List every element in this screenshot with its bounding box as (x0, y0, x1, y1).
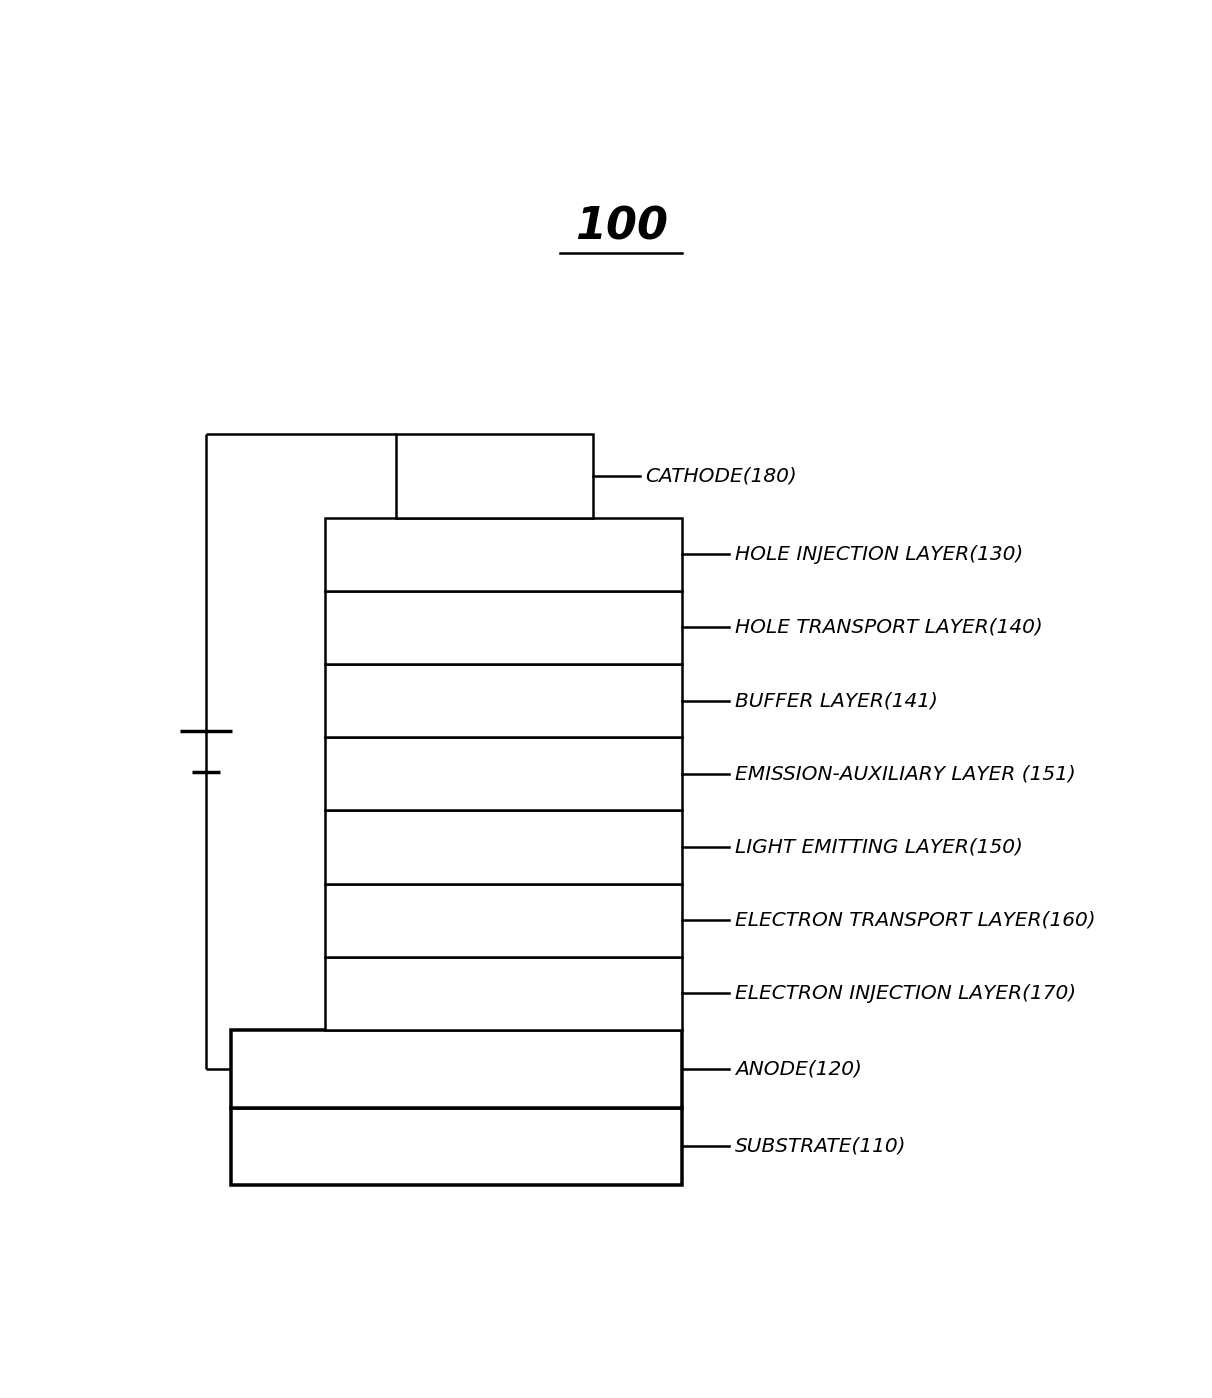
Text: ANODE(120): ANODE(120) (734, 1060, 862, 1078)
Text: 100: 100 (574, 206, 668, 249)
Bar (325, 956, 682, 1030)
Text: HOLE INJECTION LAYER(130): HOLE INJECTION LAYER(130) (734, 545, 1023, 563)
Bar (325, 884, 682, 956)
Bar (325, 811, 682, 884)
Bar (231, 1107, 682, 1186)
Text: SUBSTRATE(110): SUBSTRATE(110) (734, 1137, 907, 1156)
Bar (231, 1030, 682, 1107)
Text: ELECTRON TRANSPORT LAYER(160): ELECTRON TRANSPORT LAYER(160) (734, 910, 1096, 930)
Text: CATHODE(180): CATHODE(180) (646, 466, 797, 485)
Text: EMISSION-AUXILIARY LAYER (151): EMISSION-AUXILIARY LAYER (151) (734, 765, 1075, 783)
Bar (325, 664, 682, 737)
Bar (325, 517, 682, 591)
Bar (395, 433, 593, 517)
Text: HOLE TRANSPORT LAYER(140): HOLE TRANSPORT LAYER(140) (734, 618, 1042, 637)
Bar (325, 737, 682, 811)
Text: ELECTRON INJECTION LAYER(170): ELECTRON INJECTION LAYER(170) (734, 984, 1076, 1002)
Bar (325, 591, 682, 664)
Text: LIGHT EMITTING LAYER(150): LIGHT EMITTING LAYER(150) (734, 837, 1023, 857)
Text: BUFFER LAYER(141): BUFFER LAYER(141) (734, 691, 938, 710)
